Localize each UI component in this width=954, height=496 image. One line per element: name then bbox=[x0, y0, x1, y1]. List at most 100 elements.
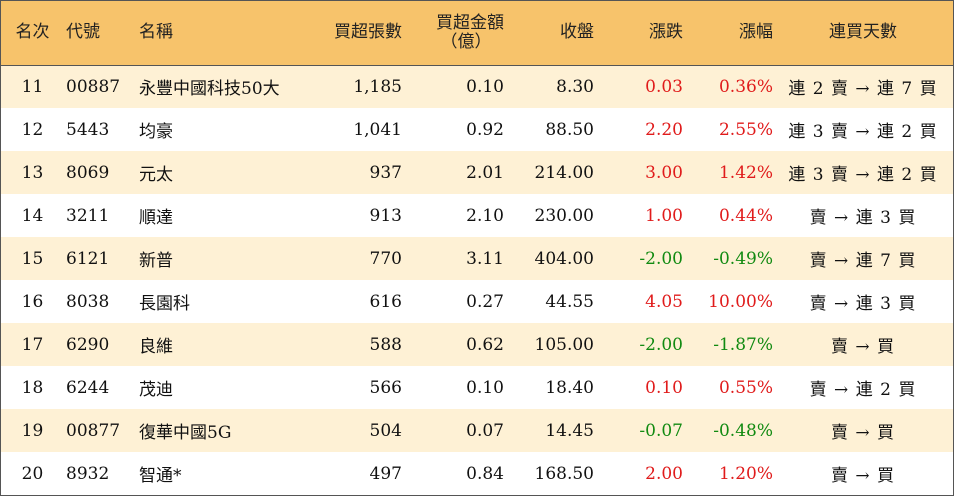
table-row: 12 5443 均豪 1,041 0.92 88.50 2.20 2.55% 連… bbox=[1, 108, 953, 151]
cell-streak: 賣 → 連 3 買 bbox=[809, 208, 917, 228]
cell-net-amount: 0.62 bbox=[466, 334, 504, 355]
cell-close: 14.45 bbox=[545, 420, 594, 441]
cell-rank: 12 bbox=[21, 119, 44, 140]
cell-close: 88.50 bbox=[545, 119, 594, 140]
cell-change-pct: -1.87% bbox=[713, 334, 773, 355]
header-change-pct: 漲幅 bbox=[683, 1, 773, 66]
cell-rank: 13 bbox=[21, 162, 44, 183]
table-body: 11 00887 永豐中國科技50大 1,185 0.10 8.30 0.03 … bbox=[1, 65, 953, 495]
cell-net-lots: 1,041 bbox=[353, 119, 402, 140]
cell-net-amount: 0.27 bbox=[466, 291, 504, 312]
cell-close: 214.00 bbox=[534, 162, 594, 183]
cell-change-pct: -0.48% bbox=[713, 420, 773, 441]
cell-rank: 15 bbox=[21, 248, 44, 269]
table-row: 17 6290 良維 588 0.62 105.00 -2.00 -1.87% … bbox=[1, 323, 953, 366]
cell-change: -2.00 bbox=[639, 334, 683, 355]
cell-code: 8932 bbox=[66, 463, 110, 484]
cell-streak: 賣 → 連 7 買 bbox=[809, 251, 917, 271]
cell-change: 4.05 bbox=[645, 291, 683, 312]
table-row: 20 8932 智通* 497 0.84 168.50 2.00 1.20% 賣… bbox=[1, 452, 953, 495]
cell-streak: 賣 → 連 3 買 bbox=[809, 294, 917, 314]
table-row: 15 6121 新普 770 3.11 404.00 -2.00 -0.49% … bbox=[1, 237, 953, 280]
cell-net-lots: 588 bbox=[369, 334, 402, 355]
cell-net-lots: 566 bbox=[369, 377, 402, 398]
cell-net-lots: 504 bbox=[369, 420, 402, 441]
cell-streak: 連 3 賣 → 連 2 買 bbox=[788, 165, 938, 185]
table-row: 19 00877 復華中國5G 504 0.07 14.45 -0.07 -0.… bbox=[1, 409, 953, 452]
cell-net-amount: 0.10 bbox=[466, 76, 504, 97]
cell-net-lots: 937 bbox=[369, 162, 402, 183]
cell-net-lots: 913 bbox=[369, 205, 402, 226]
cell-change-pct: 0.55% bbox=[718, 377, 773, 398]
cell-net-amount: 0.10 bbox=[466, 377, 504, 398]
cell-streak: 連 2 賣 → 連 7 買 bbox=[788, 79, 938, 100]
cell-close: 44.55 bbox=[545, 291, 594, 312]
cell-close: 18.40 bbox=[545, 377, 594, 398]
cell-change: 2.20 bbox=[645, 119, 683, 140]
cell-name: 良維 bbox=[139, 337, 173, 357]
header-close: 收盤 bbox=[504, 1, 594, 66]
cell-change-pct: 0.44% bbox=[718, 205, 773, 226]
cell-code: 8069 bbox=[66, 162, 110, 183]
cell-close: 8.30 bbox=[556, 76, 594, 97]
cell-close: 230.00 bbox=[534, 205, 594, 226]
cell-streak: 賣 → 連 2 買 bbox=[809, 380, 917, 400]
cell-code: 5443 bbox=[66, 119, 110, 140]
header-net-lots: 買超張數 bbox=[304, 1, 402, 66]
cell-code: 00877 bbox=[66, 420, 121, 441]
cell-name: 新普 bbox=[139, 251, 173, 271]
table-header-row: 名次 代號 名稱 買超張數 買超金額 （億） 收盤 漲跌 漲幅 連買天數 bbox=[1, 1, 953, 66]
cell-net-lots: 497 bbox=[369, 463, 402, 484]
cell-name: 復華中國5G bbox=[139, 423, 232, 443]
cell-change: 3.00 bbox=[645, 162, 683, 183]
table-row: 18 6244 茂迪 566 0.10 18.40 0.10 0.55% 賣 →… bbox=[1, 366, 953, 409]
cell-net-amount: 2.01 bbox=[466, 162, 504, 183]
cell-rank: 19 bbox=[21, 420, 44, 441]
cell-name: 永豐中國科技50大 bbox=[139, 79, 280, 100]
cell-name: 智通* bbox=[139, 466, 182, 486]
cell-change: -2.00 bbox=[639, 248, 683, 269]
cell-change: 1.00 bbox=[645, 205, 683, 226]
cell-streak: 賣 → 買 bbox=[830, 423, 896, 443]
cell-code: 6121 bbox=[66, 248, 110, 269]
cell-streak: 賣 → 買 bbox=[830, 466, 896, 486]
header-change: 漲跌 bbox=[594, 1, 683, 66]
cell-name: 元太 bbox=[139, 165, 173, 185]
cell-code: 00887 bbox=[66, 76, 121, 97]
cell-net-amount: 0.92 bbox=[466, 119, 504, 140]
cell-change: 0.10 bbox=[645, 377, 683, 398]
cell-change: 2.00 bbox=[645, 463, 683, 484]
header-code: 代號 bbox=[64, 1, 133, 66]
cell-net-lots: 770 bbox=[369, 248, 402, 269]
cell-code: 6290 bbox=[66, 334, 110, 355]
header-net-amount-line2: （億） bbox=[440, 31, 492, 52]
table-row: 13 8069 元太 937 2.01 214.00 3.00 1.42% 連 … bbox=[1, 151, 953, 194]
cell-net-amount: 3.11 bbox=[466, 248, 504, 269]
cell-net-amount: 2.10 bbox=[466, 205, 504, 226]
cell-net-amount: 0.84 bbox=[466, 463, 504, 484]
cell-change-pct: 2.55% bbox=[718, 119, 773, 140]
cell-net-lots: 616 bbox=[369, 291, 402, 312]
cell-change-pct: -0.49% bbox=[713, 248, 773, 269]
cell-rank: 16 bbox=[21, 291, 44, 312]
cell-net-lots: 1,185 bbox=[353, 76, 402, 97]
cell-close: 105.00 bbox=[534, 334, 594, 355]
cell-change-pct: 1.20% bbox=[718, 463, 773, 484]
cell-name: 均豪 bbox=[139, 122, 173, 142]
cell-streak: 賣 → 買 bbox=[830, 337, 896, 357]
cell-name: 長園科 bbox=[139, 294, 190, 314]
cell-code: 6244 bbox=[66, 377, 110, 398]
table-row: 14 3211 順達 913 2.10 230.00 1.00 0.44% 賣 … bbox=[1, 194, 953, 237]
header-net-amount-line1: 買超金額 bbox=[436, 12, 504, 33]
cell-code: 3211 bbox=[66, 205, 110, 226]
cell-rank: 18 bbox=[21, 377, 44, 398]
cell-change-pct: 1.42% bbox=[718, 162, 773, 183]
cell-net-amount: 0.07 bbox=[466, 420, 504, 441]
cell-rank: 14 bbox=[21, 205, 44, 226]
header-net-amount: 買超金額 （億） bbox=[402, 1, 504, 66]
table-row: 11 00887 永豐中國科技50大 1,185 0.10 8.30 0.03 … bbox=[1, 65, 953, 108]
cell-streak: 連 3 賣 → 連 2 買 bbox=[788, 122, 938, 142]
header-rank: 名次 bbox=[1, 1, 64, 66]
table-row: 16 8038 長園科 616 0.27 44.55 4.05 10.00% 賣… bbox=[1, 280, 953, 323]
